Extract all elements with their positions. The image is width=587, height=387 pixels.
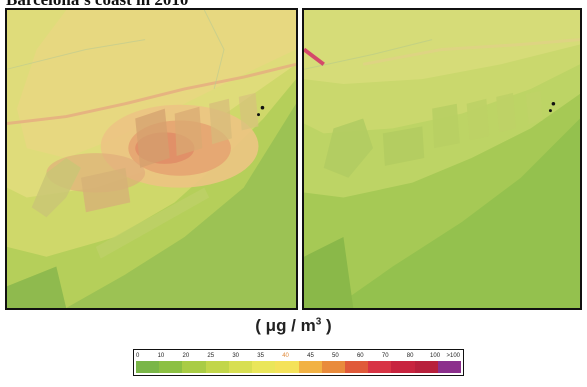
legend-tick-label: 70: [381, 353, 389, 359]
legend-swatch: [368, 361, 392, 373]
legend-swatch: [344, 361, 369, 373]
legend-swatch: [414, 361, 438, 373]
legend-swatch: [437, 361, 462, 373]
concentration-map-left-graphic: [7, 10, 296, 308]
legend-tick-label: 35: [257, 353, 264, 359]
legend-swatch: [252, 361, 276, 373]
legend-tick-label: 20: [182, 353, 190, 359]
figure-title: Barcelona's coast in 2010: [6, 0, 188, 10]
legend-swatch: [205, 361, 229, 373]
legend-swatch: [298, 361, 322, 373]
legend-swatch: [159, 361, 183, 373]
legend-tick-label: 10: [157, 353, 165, 359]
legend-swatch: [275, 361, 299, 373]
legend-swatch: [136, 361, 160, 373]
legend-tick-label: 60: [356, 353, 364, 359]
legend-tick-row: 0 10 20 25 30 35 40 45 50 60 70 80 100 >100: [134, 352, 463, 361]
legend-tick-label: 40: [282, 353, 289, 359]
legend-swatch: [321, 361, 345, 373]
concentration-map-right-graphic: [304, 10, 580, 308]
unit-label: ( μg / m3 ): [0, 316, 587, 336]
legend-tick-label: 30: [232, 353, 240, 359]
unit-prefix: ( μg / m: [255, 316, 316, 335]
legend-tick-label: 25: [207, 353, 215, 359]
color-scale-legend: 0 10 20 25 30 35 40 45 50 60 70 80 100 >100: [133, 349, 464, 376]
concentration-map-left: [5, 8, 298, 310]
legend-swatch: [228, 361, 253, 373]
concentration-map-right: [302, 8, 582, 310]
unit-superscript: 3: [315, 316, 322, 328]
legend-tick-label: 0: [136, 353, 140, 359]
legend-swatch: [182, 361, 206, 373]
unit-suffix: ): [321, 316, 332, 335]
legend-tick-label: 45: [307, 353, 314, 359]
legend-swatch: [391, 361, 415, 373]
legend-tick-label: 100: [430, 353, 441, 359]
legend-tick-label: 80: [406, 353, 414, 359]
legend-color-bar: [136, 361, 462, 373]
legend-tick-label: >100: [446, 353, 460, 359]
legend-tick-label: 50: [332, 353, 339, 359]
